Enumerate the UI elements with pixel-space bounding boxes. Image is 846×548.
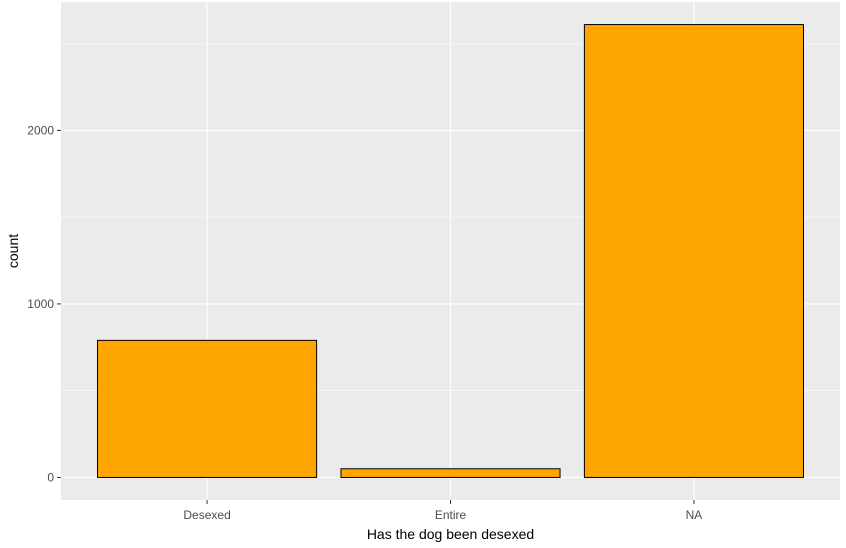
bar-na — [583, 24, 804, 478]
y-tick-label: 1000 — [27, 297, 54, 311]
bars — [97, 24, 804, 478]
x-tick-label: Desexed — [183, 508, 230, 522]
x-axis: Desexed Entire NA — [183, 500, 702, 522]
bar-entire — [340, 468, 561, 478]
y-axis: 0 1000 2000 — [27, 123, 61, 484]
y-axis-title: count — [5, 234, 21, 268]
x-tick-label: NA — [686, 508, 703, 522]
x-axis-title: Has the dog been desexed — [367, 526, 534, 542]
x-tick-label: Entire — [435, 508, 467, 522]
bar-desexed — [97, 339, 318, 478]
y-tick-label: 2000 — [27, 123, 54, 137]
y-tick-label: 0 — [47, 470, 54, 484]
